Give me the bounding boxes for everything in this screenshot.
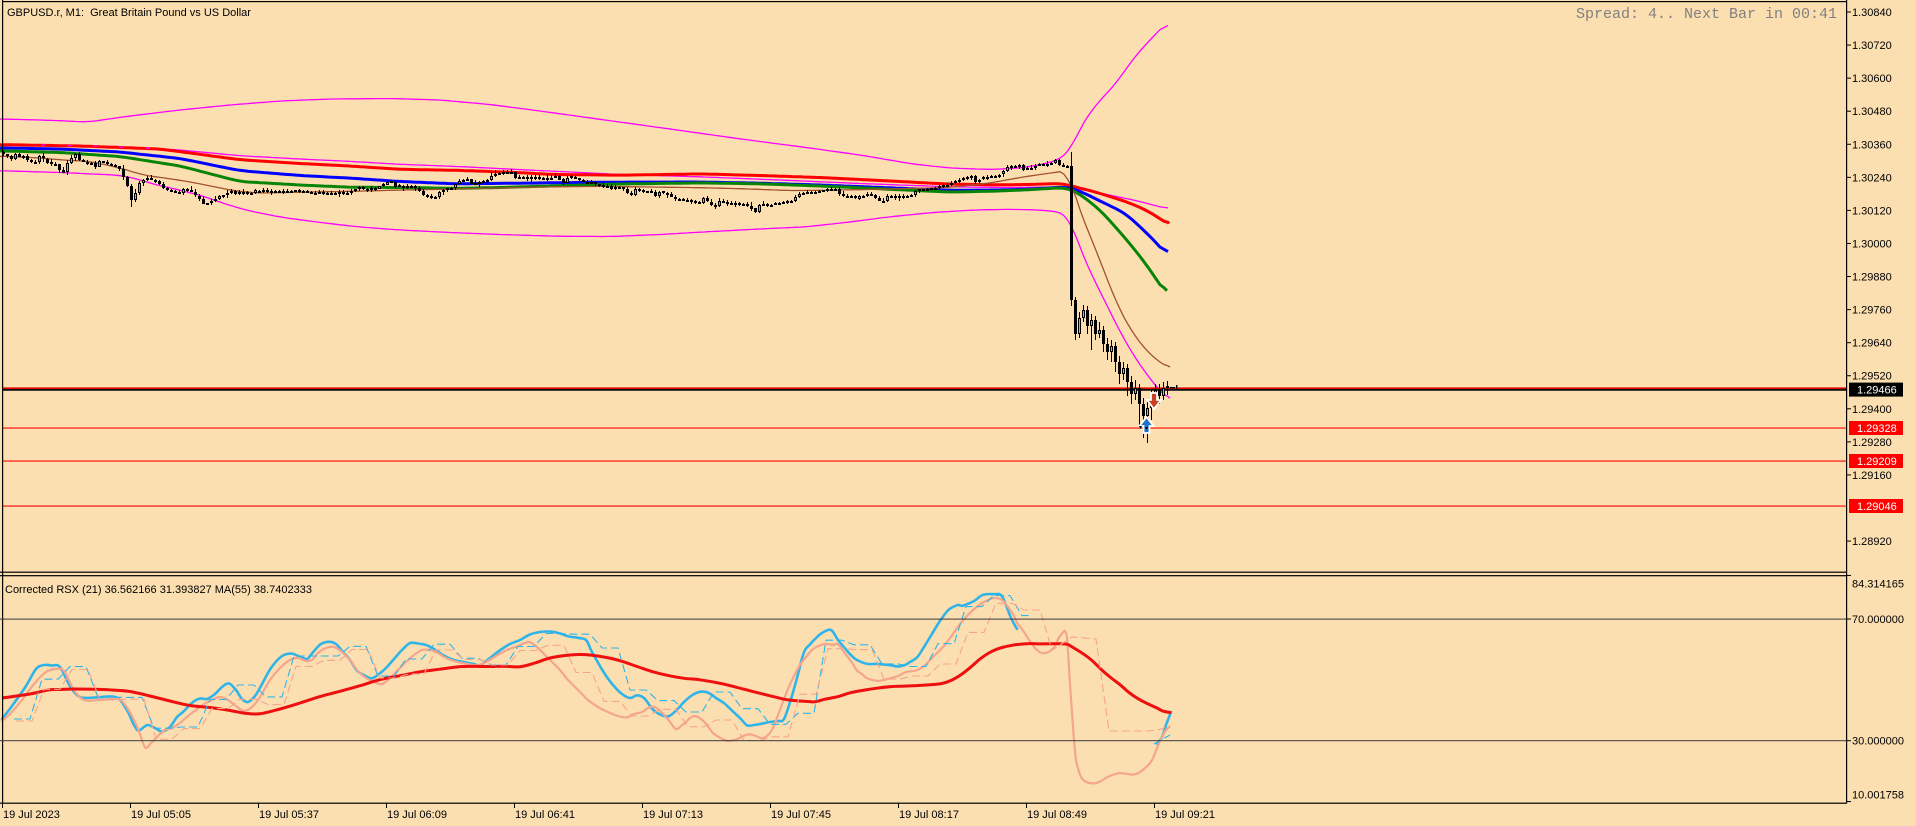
svg-text:1.29209: 1.29209 [1857, 456, 1897, 468]
svg-text:1.29400: 1.29400 [1852, 404, 1892, 416]
svg-text:1.29760: 1.29760 [1852, 305, 1892, 317]
svg-text:19 Jul 05:05: 19 Jul 05:05 [131, 809, 191, 821]
svg-text:1.30120: 1.30120 [1852, 205, 1892, 217]
svg-text:1.29520: 1.29520 [1852, 371, 1892, 383]
svg-text:19 Jul 05:37: 19 Jul 05:37 [259, 809, 319, 821]
svg-text:1.30000: 1.30000 [1852, 238, 1892, 250]
svg-text:Corrected RSX (21) 36.562166 3: Corrected RSX (21) 36.562166 31.393827 M… [5, 584, 312, 596]
svg-text:19 Jul 2023: 19 Jul 2023 [3, 809, 60, 821]
svg-text:1.30600: 1.30600 [1852, 73, 1892, 85]
svg-text:19 Jul 09:21: 19 Jul 09:21 [1155, 809, 1215, 821]
svg-text:1.29640: 1.29640 [1852, 338, 1892, 350]
svg-text:1.29160: 1.29160 [1852, 470, 1892, 482]
svg-text:1.29466: 1.29466 [1857, 385, 1897, 397]
svg-text:19 Jul 06:41: 19 Jul 06:41 [515, 809, 575, 821]
svg-text:30.000000: 30.000000 [1852, 736, 1904, 748]
svg-text:1.30240: 1.30240 [1852, 172, 1892, 184]
svg-text:1.30720: 1.30720 [1852, 40, 1892, 52]
svg-text:19 Jul 08:17: 19 Jul 08:17 [899, 809, 959, 821]
svg-text:Spread: 4.. Next Bar in 00:41: Spread: 4.. Next Bar in 00:41 [1576, 6, 1837, 23]
svg-text:1.30840: 1.30840 [1852, 7, 1892, 19]
svg-text:19 Jul 06:09: 19 Jul 06:09 [387, 809, 447, 821]
svg-text:84.314165: 84.314165 [1852, 579, 1904, 591]
svg-text:19 Jul 07:13: 19 Jul 07:13 [643, 809, 703, 821]
svg-text:70.000000: 70.000000 [1852, 614, 1904, 626]
svg-text:19 Jul 08:49: 19 Jul 08:49 [1027, 809, 1087, 821]
svg-text:1.30480: 1.30480 [1852, 106, 1892, 118]
svg-text:1.29280: 1.29280 [1852, 437, 1892, 449]
svg-text:10.001758: 10.001758 [1852, 789, 1904, 801]
svg-text:1.30360: 1.30360 [1852, 139, 1892, 151]
svg-text:1.29328: 1.29328 [1857, 423, 1897, 435]
svg-text:1.28920: 1.28920 [1852, 536, 1892, 548]
svg-text:1.29046: 1.29046 [1857, 501, 1897, 513]
svg-text:GBPUSD.r, M1: Great Britain P: GBPUSD.r, M1: Great Britain Pound vs US … [7, 7, 251, 19]
svg-text:19 Jul 07:45: 19 Jul 07:45 [771, 809, 831, 821]
svg-text:1.29880: 1.29880 [1852, 272, 1892, 284]
